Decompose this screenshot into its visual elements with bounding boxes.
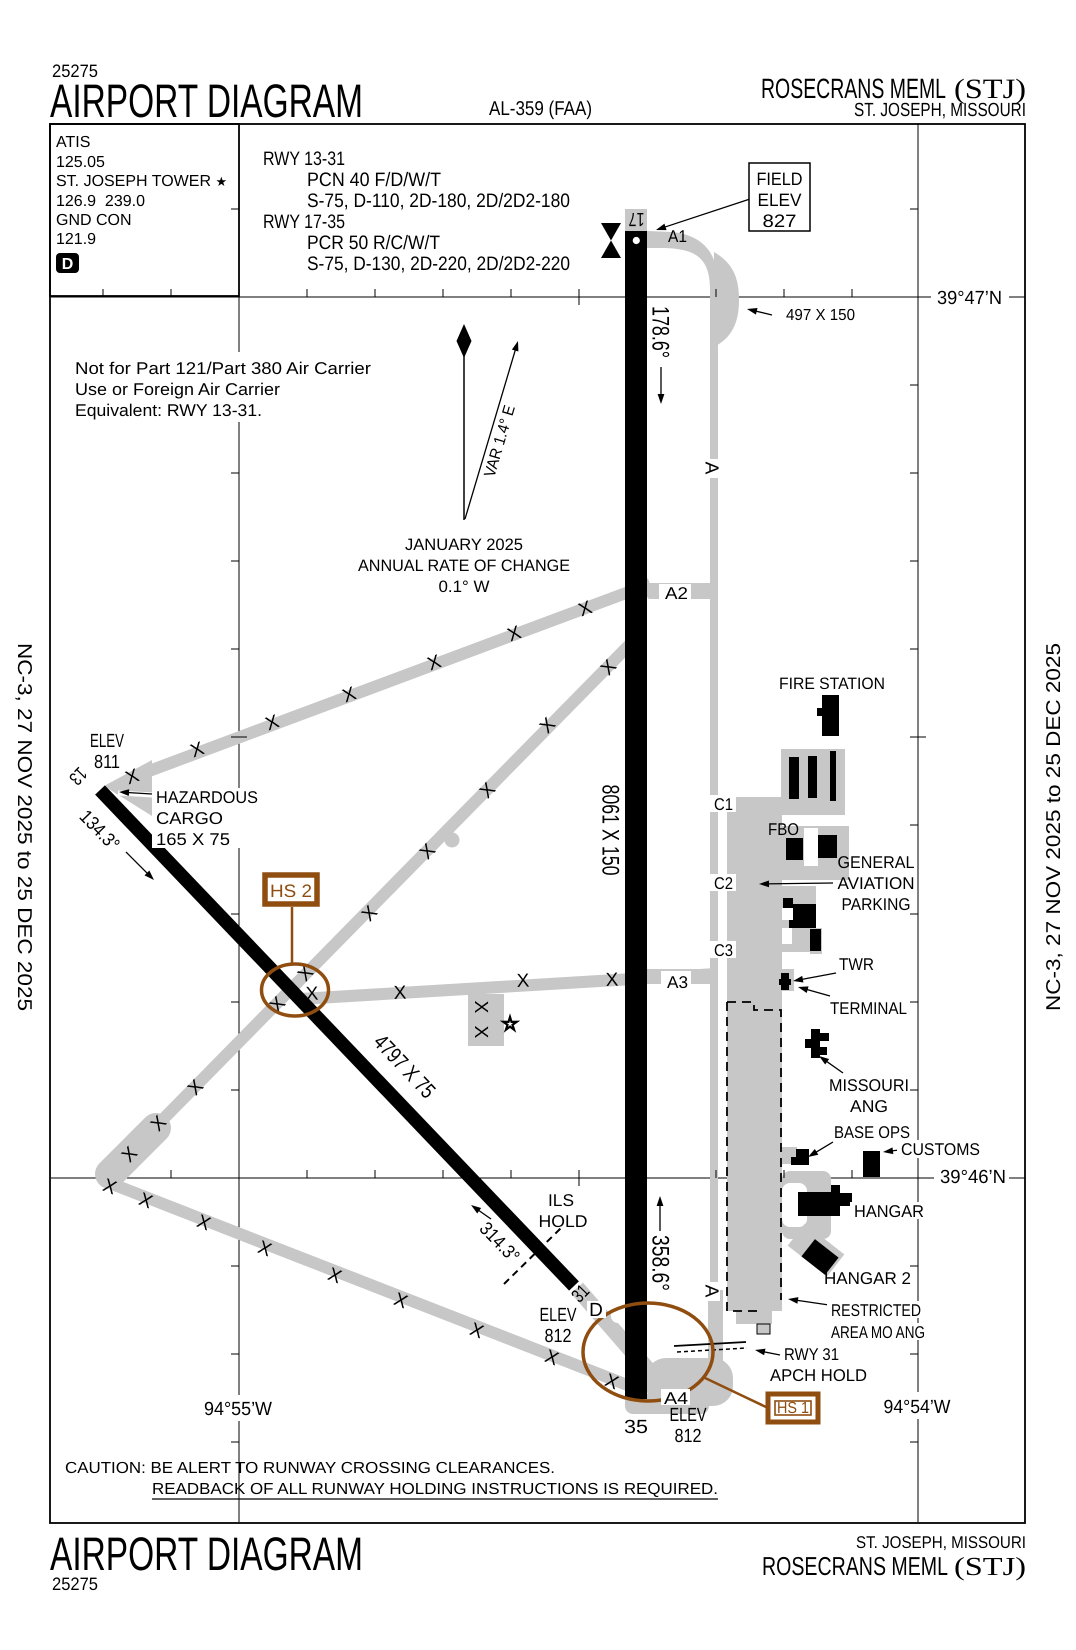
svg-text:812: 812 [545, 1326, 572, 1347]
svg-text:ELEV: ELEV [670, 1405, 707, 1426]
svg-text:RWY 13-31: RWY 13-31 [263, 148, 345, 170]
svg-text:Use or Foreign Air Carrier: Use or Foreign Air Carrier [75, 380, 280, 399]
svg-text:ILS: ILS [548, 1191, 574, 1210]
svg-text:ATIS: ATIS [56, 134, 90, 151]
svg-text:121.9: 121.9 [56, 231, 96, 248]
svg-text:A: A [701, 462, 722, 475]
svg-text:D: D [62, 256, 74, 273]
svg-text:FBO: FBO [768, 820, 799, 839]
svg-text:A4: A4 [664, 1389, 688, 1408]
svg-text:X: X [516, 971, 530, 992]
svg-text:CUSTOMS: CUSTOMS [901, 1140, 980, 1159]
svg-text:A: A [701, 1285, 722, 1298]
svg-text:Not for Part 121/Part 380 Air: Not for Part 121/Part 380 Air Carrier [75, 359, 371, 378]
svg-text:HANGAR 2: HANGAR 2 [824, 1269, 911, 1288]
svg-text:HOLD: HOLD [539, 1212, 588, 1231]
svg-text:17: 17 [629, 208, 645, 229]
svg-text:126.9 239.0: 126.9 239.0 [56, 193, 145, 210]
svg-text:APCH HOLD: APCH HOLD [770, 1366, 867, 1385]
svg-text:RWY 17-35: RWY 17-35 [263, 211, 345, 233]
svg-text:811: 811 [94, 752, 120, 773]
svg-text:NC-3, 27 NOV 2025 to 25 DEC: NC-3, 27 NOV 2025 to 25 DEC 2025 [13, 643, 35, 1011]
svg-text:JANUARY 2025: JANUARY 2025 [405, 536, 523, 554]
svg-text:125.05: 125.05 [56, 154, 105, 171]
svg-text:S-75, D-130, 2D-220, 2D/2D2-22: S-75, D-130, 2D-220, 2D/2D2-220 [307, 253, 570, 275]
svg-text:HANGAR: HANGAR [854, 1202, 924, 1221]
svg-text:PCR 50 R/C/W/T: PCR 50 R/C/W/T [307, 232, 440, 254]
svg-text:READBACK OF ALL RUNWAY HOLDING: READBACK OF ALL RUNWAY HOLDING INSTRUCTI… [152, 1481, 718, 1498]
svg-text:25275: 25275 [52, 61, 98, 81]
svg-text:TWR: TWR [839, 955, 874, 974]
svg-text:35: 35 [624, 1417, 648, 1438]
svg-text:ST. JOSEPH, MISSOURI: ST. JOSEPH, MISSOURI [854, 100, 1026, 121]
svg-text:A3: A3 [667, 973, 688, 992]
svg-text:ANNUAL RATE OF CHANGE: ANNUAL RATE OF CHANGE [358, 557, 570, 575]
svg-text:497 X 150: 497 X 150 [786, 307, 855, 324]
svg-text:C3: C3 [714, 941, 733, 960]
svg-text:ELEV: ELEV [540, 1305, 577, 1326]
svg-text:94°54’W: 94°54’W [884, 1397, 951, 1418]
svg-text:0.1° W: 0.1° W [439, 578, 490, 596]
svg-text:GND CON: GND CON [56, 212, 132, 229]
svg-text:ST. JOSEPH, MISSOURI: ST. JOSEPH, MISSOURI [856, 1533, 1026, 1552]
svg-text:TERMINAL: TERMINAL [830, 999, 907, 1018]
svg-text:CAUTION: BE ALERT TO RUNWAY CR: CAUTION: BE ALERT TO RUNWAY CROSSING CLE… [65, 1460, 555, 1477]
svg-text:Equivalent: RWY 13-31.: Equivalent: RWY 13-31. [75, 401, 262, 420]
svg-text:39°46’N: 39°46’N [940, 1167, 1006, 1188]
svg-text:RWY 31: RWY 31 [784, 1345, 839, 1364]
svg-text:D: D [589, 1300, 603, 1321]
svg-text:X: X [470, 1001, 491, 1014]
svg-text:X: X [393, 983, 407, 1004]
svg-text:PCN 40 F/D/W/T: PCN 40 F/D/W/T [307, 169, 441, 191]
svg-text:AIRPORT DIAGRAM: AIRPORT DIAGRAM [50, 74, 363, 127]
svg-text:GENERAL: GENERAL [838, 853, 915, 872]
svg-text:HS 2: HS 2 [270, 881, 312, 901]
svg-text:AIRPORT DIAGRAM: AIRPORT DIAGRAM [50, 1527, 363, 1580]
svg-text:(STJ): (STJ) [954, 74, 1026, 105]
svg-text:358.6°: 358.6° [646, 1235, 673, 1291]
svg-text:ELEV: ELEV [90, 731, 124, 752]
svg-text:25275: 25275 [52, 1574, 98, 1594]
svg-text:A1: A1 [668, 227, 687, 246]
svg-text:NC-3, 27 NOV 2025 to 25 DEC: NC-3, 27 NOV 2025 to 25 DEC 2025 [1043, 643, 1065, 1011]
svg-text:812: 812 [675, 1426, 702, 1447]
svg-text:S-75, D-110, 2D-180, 2D/2D2-18: S-75, D-110, 2D-180, 2D/2D2-180 [307, 190, 570, 212]
svg-text:RESTRICTED: RESTRICTED [831, 1301, 921, 1320]
svg-text:A2: A2 [665, 584, 688, 603]
svg-text:AL-359 (FAA): AL-359 (FAA) [489, 98, 592, 120]
svg-text:AVIATION: AVIATION [838, 874, 915, 893]
svg-text:HAZARDOUS: HAZARDOUS [156, 788, 258, 807]
svg-text:ANG: ANG [850, 1097, 888, 1116]
svg-text:ROSECRANS MEML: ROSECRANS MEML [761, 73, 946, 104]
svg-text:PARKING: PARKING [842, 895, 911, 914]
svg-text:CARGO: CARGO [156, 809, 223, 828]
svg-text:C2: C2 [714, 874, 733, 893]
svg-text:X: X [605, 970, 619, 991]
svg-text:39°47’N: 39°47’N [937, 288, 1002, 309]
svg-text:BASE OPS: BASE OPS [834, 1123, 910, 1142]
svg-text:178.6°: 178.6° [646, 306, 673, 358]
svg-text:ELEV: ELEV [758, 190, 802, 210]
svg-text:(STJ): (STJ) [954, 1552, 1026, 1581]
svg-text:165 X 75: 165 X 75 [156, 830, 230, 849]
svg-text:X: X [470, 1026, 491, 1039]
svg-text:ST. JOSEPH TOWER ★: ST. JOSEPH TOWER ★ [56, 173, 227, 190]
svg-text:X: X [305, 984, 319, 1005]
svg-text:HS 1: HS 1 [777, 1400, 809, 1417]
svg-text:94°55’W: 94°55’W [204, 1399, 272, 1420]
svg-text:8061 X 150: 8061 X 150 [596, 785, 623, 876]
svg-text:FIELD: FIELD [757, 169, 803, 189]
svg-text:MISSOURI: MISSOURI [829, 1076, 909, 1095]
svg-text:ROSECRANS MEML: ROSECRANS MEML [762, 1551, 948, 1581]
svg-text:C1: C1 [714, 795, 733, 814]
svg-text:FIRE STATION: FIRE STATION [779, 675, 885, 693]
svg-text:AREA MO ANG: AREA MO ANG [831, 1323, 925, 1342]
svg-text:827: 827 [763, 211, 797, 231]
